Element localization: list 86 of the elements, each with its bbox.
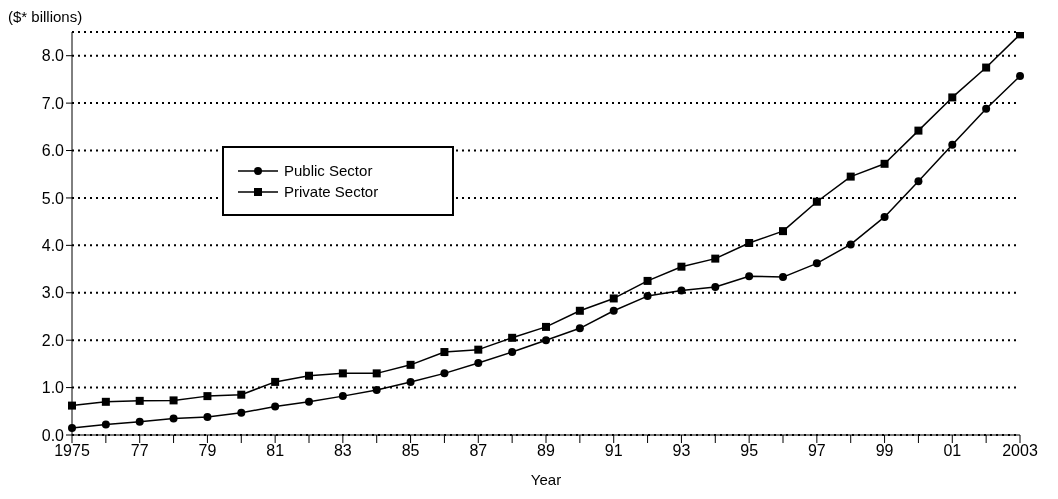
x-tick-label: 1975 bbox=[54, 442, 90, 460]
point bbox=[440, 369, 449, 378]
x-tick-label: 95 bbox=[740, 442, 759, 460]
point bbox=[643, 292, 652, 301]
point bbox=[271, 402, 280, 411]
point bbox=[575, 324, 584, 333]
point bbox=[779, 227, 787, 236]
x-tick-label: 01 bbox=[943, 442, 962, 460]
point bbox=[880, 159, 889, 168]
x-tick-label: 79 bbox=[198, 442, 217, 460]
x-tick-label: 85 bbox=[401, 442, 420, 460]
point bbox=[474, 345, 483, 354]
point bbox=[203, 392, 212, 401]
point bbox=[406, 377, 415, 386]
point bbox=[101, 397, 110, 406]
point bbox=[812, 197, 821, 206]
point bbox=[880, 212, 889, 221]
point bbox=[779, 273, 787, 282]
point bbox=[542, 336, 550, 345]
point bbox=[609, 294, 618, 303]
point bbox=[237, 390, 246, 399]
y-tick-label: 4.0 bbox=[41, 237, 65, 255]
x-tick-label: 97 bbox=[807, 442, 826, 460]
legend-label: Private Sector bbox=[284, 183, 379, 200]
point bbox=[846, 172, 855, 181]
point bbox=[406, 360, 415, 369]
point bbox=[305, 397, 313, 406]
legend-label: Public Sector bbox=[284, 162, 373, 179]
x-tick-label: 83 bbox=[333, 442, 352, 460]
point bbox=[914, 177, 923, 186]
point bbox=[338, 392, 347, 401]
x-tick-label: 81 bbox=[266, 442, 285, 460]
y-tick-label: 1.0 bbox=[41, 379, 65, 397]
point bbox=[474, 358, 483, 367]
y-tick-label: 6.0 bbox=[41, 142, 65, 160]
point bbox=[101, 420, 110, 429]
point bbox=[271, 377, 280, 386]
point bbox=[982, 63, 991, 72]
point bbox=[542, 322, 550, 331]
point bbox=[982, 104, 991, 113]
y-tick-label: 5.0 bbox=[41, 189, 65, 207]
point bbox=[677, 286, 686, 295]
y-tick-label: 3.0 bbox=[41, 284, 65, 302]
x-tick-label: 89 bbox=[537, 442, 555, 460]
point bbox=[135, 417, 144, 426]
point bbox=[745, 272, 754, 281]
point bbox=[169, 414, 178, 423]
point bbox=[338, 369, 347, 378]
point bbox=[812, 259, 821, 268]
point bbox=[745, 238, 754, 247]
point bbox=[169, 396, 178, 405]
point bbox=[508, 333, 517, 342]
point bbox=[609, 306, 618, 315]
point bbox=[846, 240, 855, 249]
y-tick-label: 2.0 bbox=[41, 331, 65, 349]
point bbox=[575, 306, 584, 315]
y-axis-title: ($* billions) bbox=[8, 8, 83, 25]
point bbox=[677, 262, 686, 271]
y-tick-label: 8.0 bbox=[41, 47, 65, 65]
x-tick-label: 93 bbox=[672, 442, 691, 460]
point bbox=[948, 93, 957, 102]
point bbox=[237, 408, 246, 417]
x-tick-label: 99 bbox=[875, 442, 894, 460]
x-axis-title: Year bbox=[530, 471, 562, 488]
point bbox=[68, 401, 76, 410]
x-tick-label: 87 bbox=[469, 442, 488, 460]
y-tick-label: 7.0 bbox=[41, 94, 65, 112]
point bbox=[643, 276, 652, 285]
point bbox=[1016, 72, 1024, 81]
point bbox=[372, 385, 381, 394]
point bbox=[305, 371, 313, 380]
point bbox=[135, 396, 144, 405]
x-tick-label: 91 bbox=[604, 442, 623, 460]
point bbox=[914, 126, 923, 135]
point bbox=[711, 254, 720, 263]
point bbox=[68, 423, 76, 432]
x-tick-label: 2003 bbox=[1002, 442, 1038, 460]
point bbox=[372, 369, 381, 378]
point bbox=[1016, 32, 1024, 39]
point bbox=[508, 348, 517, 357]
y-tick-label: 0.0 bbox=[41, 426, 65, 444]
x-tick-label: 77 bbox=[130, 442, 149, 460]
point bbox=[948, 140, 957, 149]
point bbox=[440, 348, 449, 357]
point bbox=[711, 283, 720, 292]
point bbox=[203, 412, 212, 421]
